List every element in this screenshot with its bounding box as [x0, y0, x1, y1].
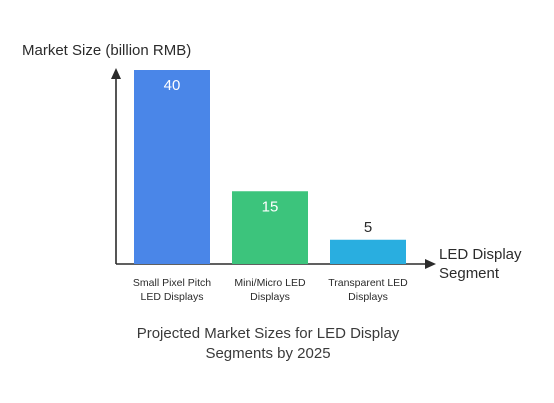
- x-axis-title-line-1: LED Display: [439, 246, 522, 263]
- value-labels-group: 40 15 5: [164, 77, 373, 236]
- bars-group: [134, 70, 406, 264]
- chart-title-line-2: Segments by 2025: [205, 345, 330, 362]
- y-axis-arrow: [111, 68, 121, 79]
- value-label-2: 15: [262, 198, 279, 215]
- chart-title-line-1: Projected Market Sizes for LED Display: [137, 325, 400, 342]
- x-axis-arrow: [425, 259, 436, 269]
- category-label-1-line-1: Small Pixel Pitch: [133, 277, 211, 289]
- bar-3: [330, 239, 406, 264]
- value-label-3: 5: [364, 219, 372, 236]
- bar-1: [134, 70, 210, 264]
- bar-2: [232, 191, 308, 264]
- category-label-1-line-2: LED Displays: [140, 291, 203, 303]
- category-label-3-line-1: Transparent LED: [328, 277, 408, 289]
- y-axis-title: Market Size (billion RMB): [22, 42, 191, 59]
- category-label-2-line-2: Displays: [250, 291, 290, 303]
- value-label-1: 40: [164, 77, 181, 94]
- category-label-3-line-2: Displays: [348, 291, 388, 303]
- category-labels-group: Small Pixel Pitch LED Displays Mini/Micro …: [133, 277, 408, 303]
- category-label-2-line-1: Mini/Micro LED: [234, 277, 306, 289]
- x-axis-title-line-2: Segment: [439, 265, 500, 282]
